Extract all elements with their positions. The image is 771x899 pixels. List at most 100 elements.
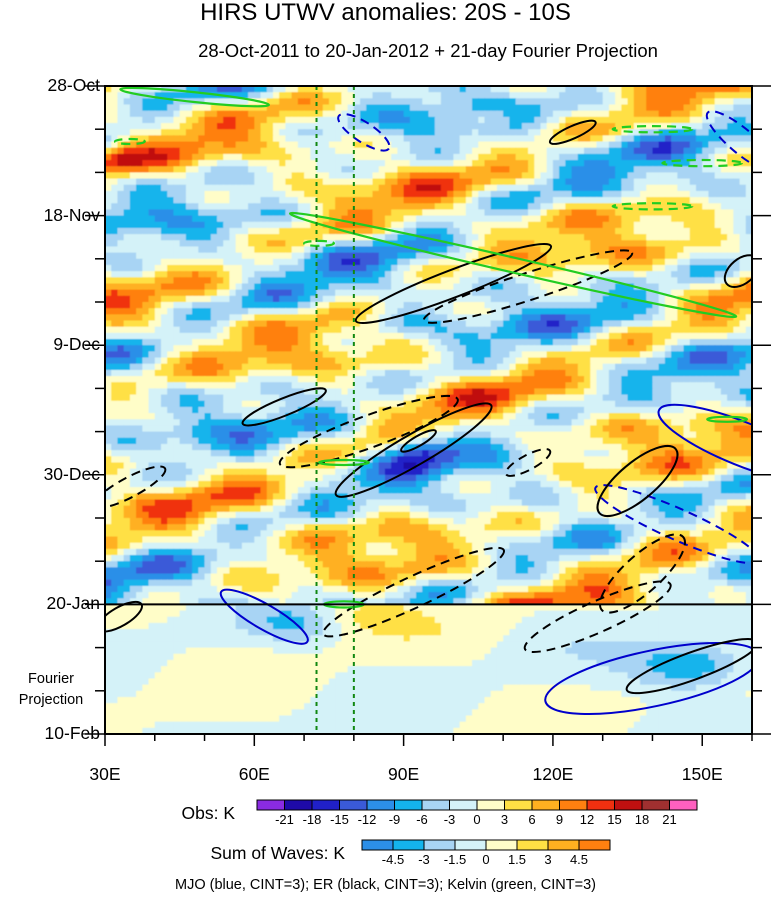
field-cell [608,147,616,155]
field-cell [254,184,262,192]
field-cell [111,258,119,266]
field-cell [627,160,635,167]
field-cell [577,314,585,322]
field-cell [509,203,517,211]
field-cell [565,135,573,143]
field-cell [229,369,237,377]
field-cell [503,104,510,112]
field-cell [353,160,361,167]
field-cell [341,123,349,130]
field-cell [154,141,162,149]
field-cell [160,184,168,192]
field-cell [652,172,660,180]
field-cell [559,178,566,186]
field-cell [179,376,187,383]
field-cell [235,264,243,272]
field-cell [552,227,560,235]
field-cell [608,129,616,136]
field-cell [291,357,299,365]
field-cell [179,104,187,112]
field-cell [608,240,616,248]
field-cell [204,283,212,291]
field-cell [621,252,629,260]
field-cell [316,135,324,143]
field-cell [440,86,448,93]
field-cell [235,289,243,297]
field-cell [434,339,442,346]
field-cell [596,376,604,383]
field-cell [640,221,647,229]
field-cell [360,339,367,346]
field-cell [633,277,641,285]
field-cell [204,98,212,106]
field-cell [484,326,492,334]
field-cell [285,345,293,352]
field-cell [148,283,156,291]
field-cell [353,339,361,346]
field-cell [727,308,734,315]
field-cell [658,116,666,124]
field-cell [105,332,112,340]
field-cell [173,116,181,124]
field-cell [571,110,579,118]
field-cell [316,227,324,235]
field-cell [322,240,330,248]
field-cell [167,369,175,377]
field-cell [260,135,268,143]
field-cell [216,86,224,93]
field-cell [652,184,660,192]
field-cell [434,203,442,211]
field-cell [272,326,280,334]
field-cell [279,147,287,155]
field-cell [304,258,311,266]
field-cell [521,147,529,155]
field-cell [459,308,467,315]
field-cell [111,369,119,377]
field-cell [696,345,703,352]
field-cell [235,123,243,130]
field-cell [658,135,666,143]
field-cell [652,283,660,291]
field-cell [503,209,510,217]
field-cell [216,215,224,223]
field-cell [528,277,535,285]
field-cell [266,363,274,371]
field-cell [173,209,181,217]
field-cell [123,92,131,99]
field-cell [733,351,741,359]
field-cell [117,178,125,186]
field-cell [391,166,398,173]
field-cell [372,215,380,223]
field-cell [664,135,672,143]
field-cell [422,295,430,303]
field-cell [229,314,237,322]
field-cell [173,172,181,180]
field-cell [584,104,591,112]
field-cell [440,160,448,167]
field-cell [434,277,442,285]
field-cell [720,147,728,155]
field-cell [440,320,448,328]
field-cell [160,203,168,211]
field-cell [453,357,461,365]
field-cell [198,123,206,130]
field-cell [640,277,647,285]
field-cell [105,184,112,192]
field-cell [608,234,616,241]
field-cell [229,123,237,130]
field-cell [440,227,448,235]
field-cell [453,203,461,211]
field-cell [291,227,299,235]
field-cell [272,332,280,340]
field-cell [279,104,287,112]
field-cell [608,172,616,180]
field-cell [198,345,206,352]
field-cell [577,308,585,315]
field-cell [198,258,206,266]
field-cell [111,246,119,254]
field-cell [565,271,573,278]
field-cell [696,184,703,192]
field-cell [559,345,566,352]
field-cell [304,252,311,260]
field-cell [677,302,685,309]
